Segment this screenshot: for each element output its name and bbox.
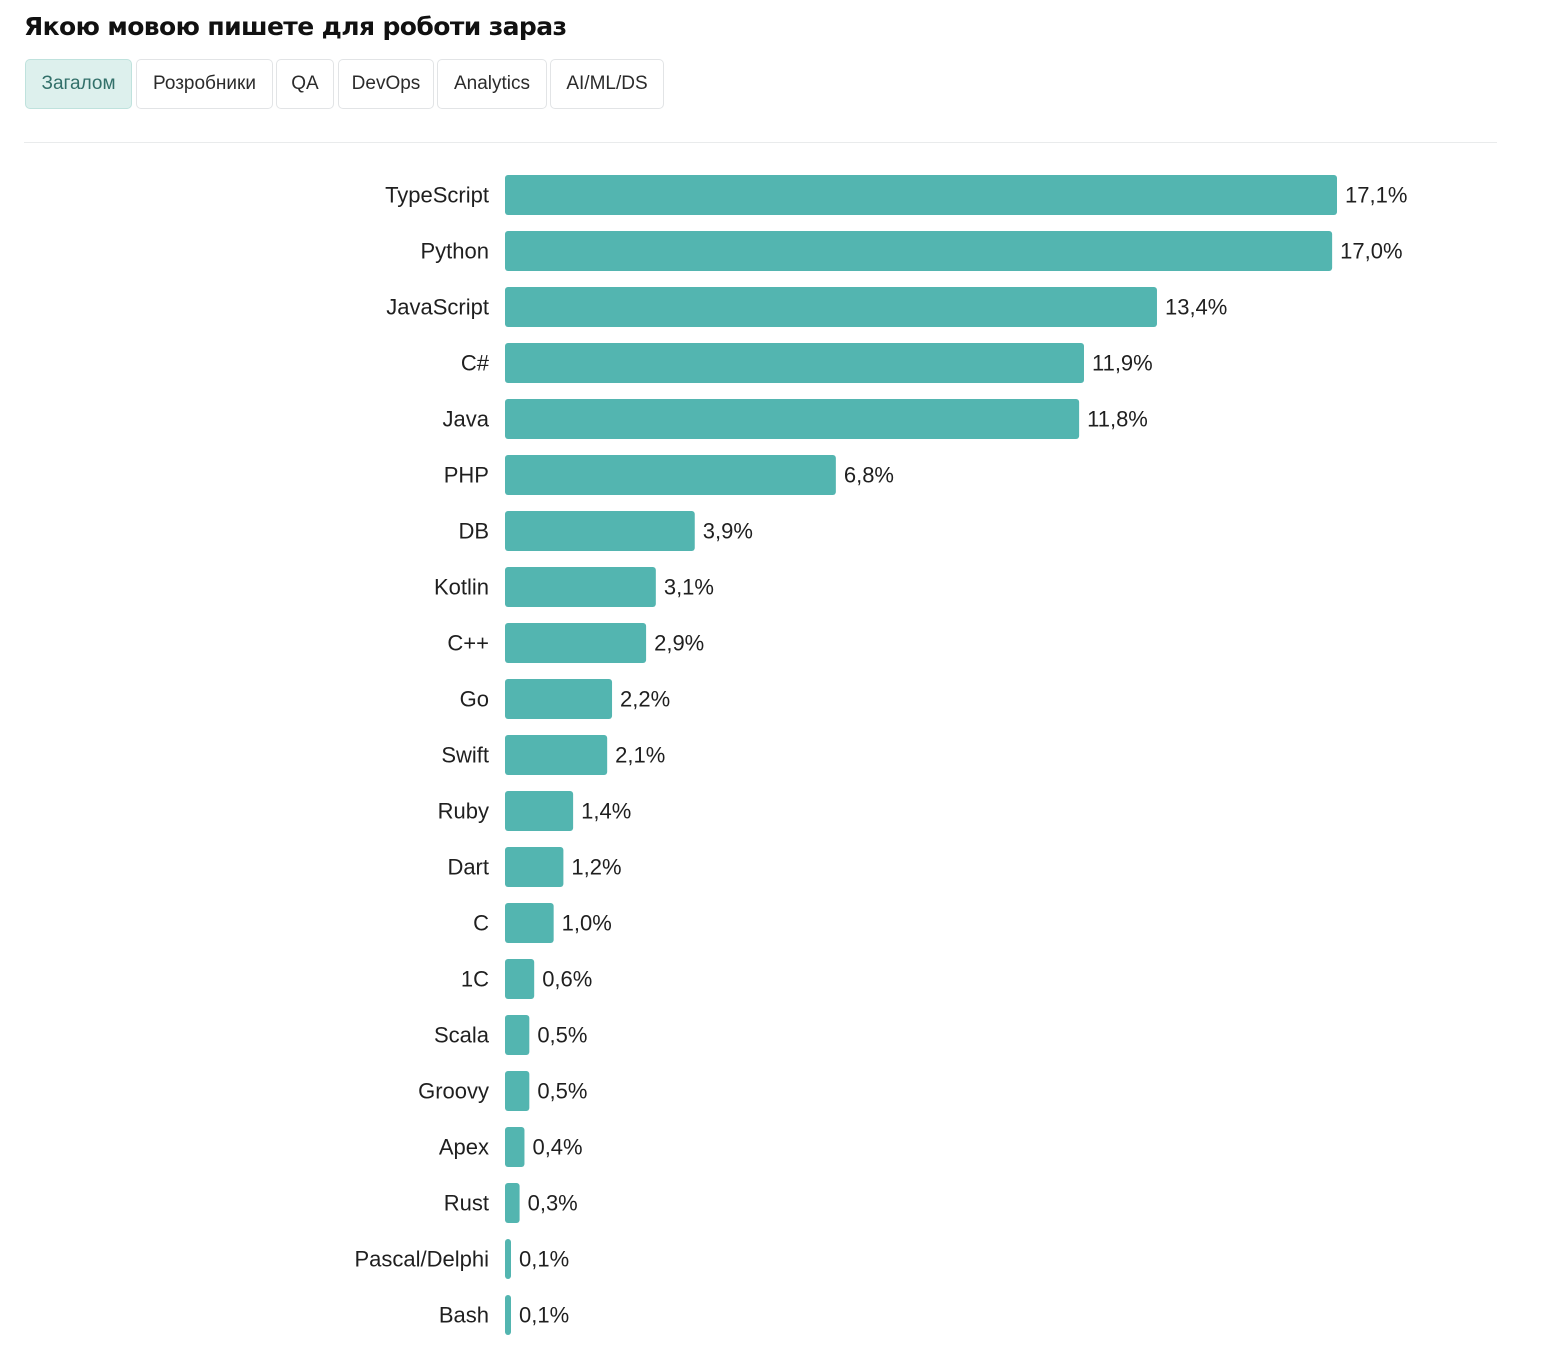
bar bbox=[505, 847, 564, 887]
category-label: Pascal/Delphi bbox=[354, 1247, 489, 1272]
value-label: 0,4% bbox=[532, 1135, 582, 1160]
bar bbox=[505, 1239, 511, 1279]
tab-ai-ml-ds[interactable]: AI/ML/DS bbox=[550, 59, 664, 109]
category-label: Java bbox=[443, 407, 490, 432]
bar bbox=[505, 287, 1157, 327]
value-label: 11,9% bbox=[1092, 351, 1153, 376]
value-label: 0,1% bbox=[519, 1247, 569, 1272]
category-label: JavaScript bbox=[386, 295, 489, 320]
bar bbox=[505, 903, 554, 943]
value-label: 3,9% bbox=[703, 519, 753, 544]
category-label: Kotlin bbox=[434, 575, 489, 600]
category-label: Rust bbox=[444, 1191, 489, 1216]
tab-devops[interactable]: DevOps bbox=[338, 59, 434, 109]
category-label: DB bbox=[458, 519, 489, 544]
category-label: PHP bbox=[444, 463, 489, 488]
bar bbox=[505, 567, 656, 607]
tab-developers[interactable]: Розробники bbox=[136, 59, 273, 109]
category-label: 1C bbox=[461, 967, 489, 992]
bar bbox=[505, 511, 695, 551]
bar bbox=[505, 679, 613, 719]
category-label: Apex bbox=[439, 1135, 489, 1160]
bar bbox=[505, 343, 1084, 383]
value-label: 0,3% bbox=[528, 1191, 578, 1216]
divider bbox=[24, 142, 1497, 143]
bar bbox=[505, 455, 836, 495]
value-label: 1,0% bbox=[562, 911, 612, 936]
bar bbox=[505, 1071, 530, 1111]
value-label: 17,0% bbox=[1340, 239, 1402, 264]
bar bbox=[505, 623, 647, 663]
value-label: 11,8% bbox=[1087, 407, 1148, 432]
category-label: C++ bbox=[447, 631, 489, 656]
value-label: 2,2% bbox=[620, 687, 670, 712]
tab-analytics[interactable]: Analytics bbox=[437, 59, 547, 109]
category-label: Ruby bbox=[438, 799, 489, 824]
bar bbox=[505, 1127, 525, 1167]
bar bbox=[505, 1295, 511, 1335]
category-label: C bbox=[473, 911, 489, 936]
category-label: Dart bbox=[447, 855, 489, 880]
bar bbox=[505, 175, 1337, 215]
value-label: 0,6% bbox=[542, 967, 592, 992]
value-label: 1,4% bbox=[581, 799, 631, 824]
value-label: 0,1% bbox=[519, 1303, 569, 1328]
bar bbox=[505, 735, 608, 775]
value-label: 6,8% bbox=[844, 463, 894, 488]
value-label: 13,4% bbox=[1165, 295, 1227, 320]
value-label: 0,5% bbox=[537, 1079, 587, 1104]
category-label: Groovy bbox=[418, 1079, 489, 1104]
value-label: 1,2% bbox=[571, 855, 621, 880]
bar bbox=[505, 791, 574, 831]
tab-overall[interactable]: Загалом bbox=[25, 59, 132, 109]
category-label: Go bbox=[460, 687, 489, 712]
category-label: Scala bbox=[434, 1023, 490, 1048]
category-label: Python bbox=[421, 239, 490, 264]
bar bbox=[505, 1015, 530, 1055]
category-label: TypeScript bbox=[385, 183, 489, 208]
bar bbox=[505, 231, 1333, 271]
value-label: 2,1% bbox=[615, 743, 665, 768]
page-title: Якою мовою пишете для роботи зараз bbox=[24, 12, 567, 41]
category-label: C# bbox=[461, 351, 490, 376]
chart-rows: TypeScript 17,1% Python 17,0% JavaScript 13,4… bbox=[354, 175, 1407, 1335]
value-label: 17,1% bbox=[1345, 183, 1407, 208]
value-label: 0,5% bbox=[537, 1023, 587, 1048]
tab-qa[interactable]: QA bbox=[276, 59, 334, 109]
category-label: Bash bbox=[439, 1303, 489, 1328]
bar bbox=[505, 959, 535, 999]
value-label: 2,9% bbox=[654, 631, 704, 656]
category-label: Swift bbox=[441, 743, 489, 768]
bar bbox=[505, 399, 1080, 439]
bar bbox=[505, 1183, 520, 1223]
value-label: 3,1% bbox=[664, 575, 714, 600]
